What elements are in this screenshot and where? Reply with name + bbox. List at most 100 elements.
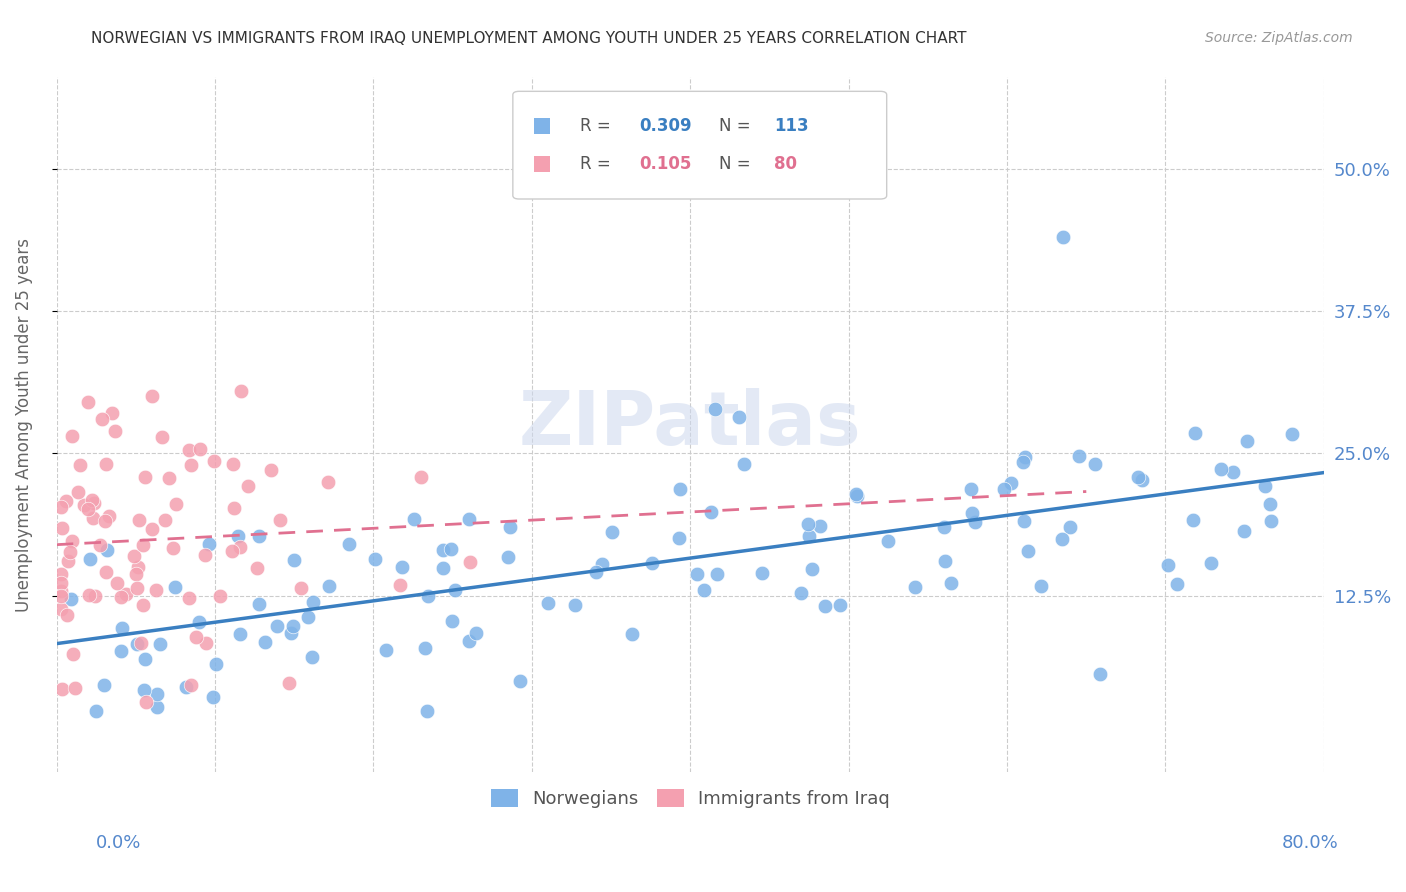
Point bbox=[162, 541, 184, 556]
Text: Source: ZipAtlas.com: Source: ZipAtlas.com bbox=[1205, 31, 1353, 45]
Point bbox=[132, 599, 155, 613]
Point bbox=[993, 482, 1015, 496]
Point bbox=[389, 578, 412, 592]
Point bbox=[1088, 667, 1111, 681]
Text: R =: R = bbox=[581, 155, 616, 173]
Point bbox=[411, 470, 433, 484]
Point bbox=[51, 567, 73, 582]
Point bbox=[1209, 462, 1232, 476]
Point bbox=[963, 515, 986, 529]
FancyBboxPatch shape bbox=[513, 91, 887, 199]
Point bbox=[441, 614, 464, 628]
Point bbox=[278, 676, 301, 690]
Point bbox=[728, 410, 751, 425]
Point bbox=[205, 657, 228, 671]
Point bbox=[585, 565, 607, 579]
Point bbox=[458, 554, 481, 568]
Text: NORWEGIAN VS IMMIGRANTS FROM IRAQ UNEMPLOYMENT AMONG YOUTH UNDER 25 YEARS CORREL: NORWEGIAN VS IMMIGRANTS FROM IRAQ UNEMPL… bbox=[91, 31, 967, 46]
Point bbox=[129, 636, 152, 650]
Point bbox=[564, 599, 586, 613]
Point bbox=[83, 496, 105, 510]
Point bbox=[269, 513, 291, 527]
Text: 0.309: 0.309 bbox=[640, 117, 692, 135]
Point bbox=[94, 514, 117, 528]
Point bbox=[115, 587, 138, 601]
Point bbox=[51, 589, 73, 603]
Point bbox=[180, 458, 202, 472]
Point bbox=[229, 541, 252, 555]
Point bbox=[132, 683, 155, 698]
Point bbox=[202, 690, 225, 704]
Point bbox=[146, 699, 169, 714]
Point bbox=[703, 401, 725, 416]
Point bbox=[59, 545, 82, 559]
Point bbox=[56, 554, 79, 568]
Point bbox=[62, 647, 84, 661]
Point bbox=[877, 534, 900, 549]
Point bbox=[846, 489, 869, 503]
Point bbox=[1157, 558, 1180, 572]
Point bbox=[1014, 450, 1036, 464]
Point bbox=[55, 494, 77, 508]
Point bbox=[72, 498, 94, 512]
Point bbox=[1254, 479, 1277, 493]
Point bbox=[641, 556, 664, 570]
Point bbox=[145, 583, 167, 598]
Legend: Norwegians, Immigrants from Iraq: Norwegians, Immigrants from Iraq bbox=[484, 781, 897, 815]
Point bbox=[801, 561, 824, 575]
Point bbox=[668, 531, 690, 545]
Text: R =: R = bbox=[581, 117, 616, 135]
Point bbox=[1017, 544, 1039, 558]
Point bbox=[375, 643, 398, 657]
Point bbox=[932, 520, 955, 534]
Point bbox=[301, 595, 323, 609]
Point bbox=[301, 650, 323, 665]
Point bbox=[808, 519, 831, 533]
Point bbox=[458, 634, 481, 648]
Point bbox=[415, 704, 437, 718]
Point bbox=[122, 549, 145, 564]
Point bbox=[187, 615, 209, 629]
Point bbox=[591, 558, 613, 572]
Point bbox=[960, 506, 983, 520]
Y-axis label: Unemployment Among Youth under 25 years: Unemployment Among Youth under 25 years bbox=[15, 238, 32, 612]
Point bbox=[706, 566, 728, 581]
Point bbox=[247, 597, 270, 611]
Point bbox=[84, 589, 107, 603]
Point bbox=[941, 575, 963, 590]
Point bbox=[904, 580, 927, 594]
Point bbox=[51, 602, 73, 616]
Point bbox=[157, 471, 180, 485]
Text: 80: 80 bbox=[773, 155, 797, 173]
Point bbox=[444, 582, 467, 597]
Point bbox=[391, 559, 413, 574]
Text: 80.0%: 80.0% bbox=[1282, 834, 1339, 852]
Point bbox=[537, 596, 560, 610]
Point bbox=[80, 493, 103, 508]
Text: N =: N = bbox=[720, 117, 756, 135]
Point bbox=[440, 542, 463, 557]
Point bbox=[1166, 577, 1188, 591]
Point bbox=[297, 610, 319, 624]
Point bbox=[77, 588, 100, 602]
Point bbox=[229, 627, 252, 641]
Point bbox=[222, 458, 245, 472]
Text: 0.105: 0.105 bbox=[640, 155, 692, 173]
Point bbox=[125, 637, 148, 651]
Point bbox=[260, 463, 283, 477]
Point bbox=[84, 704, 107, 718]
Point bbox=[797, 529, 820, 543]
Point bbox=[432, 543, 454, 558]
Point bbox=[693, 583, 716, 598]
Point bbox=[845, 486, 868, 500]
Point bbox=[318, 579, 340, 593]
Point bbox=[55, 607, 77, 622]
Point bbox=[66, 485, 89, 500]
Point bbox=[51, 681, 73, 696]
Point bbox=[790, 585, 813, 599]
Point bbox=[1260, 514, 1282, 528]
Point bbox=[509, 673, 531, 688]
Point bbox=[1236, 434, 1258, 449]
Point bbox=[163, 580, 186, 594]
Point bbox=[184, 630, 207, 644]
